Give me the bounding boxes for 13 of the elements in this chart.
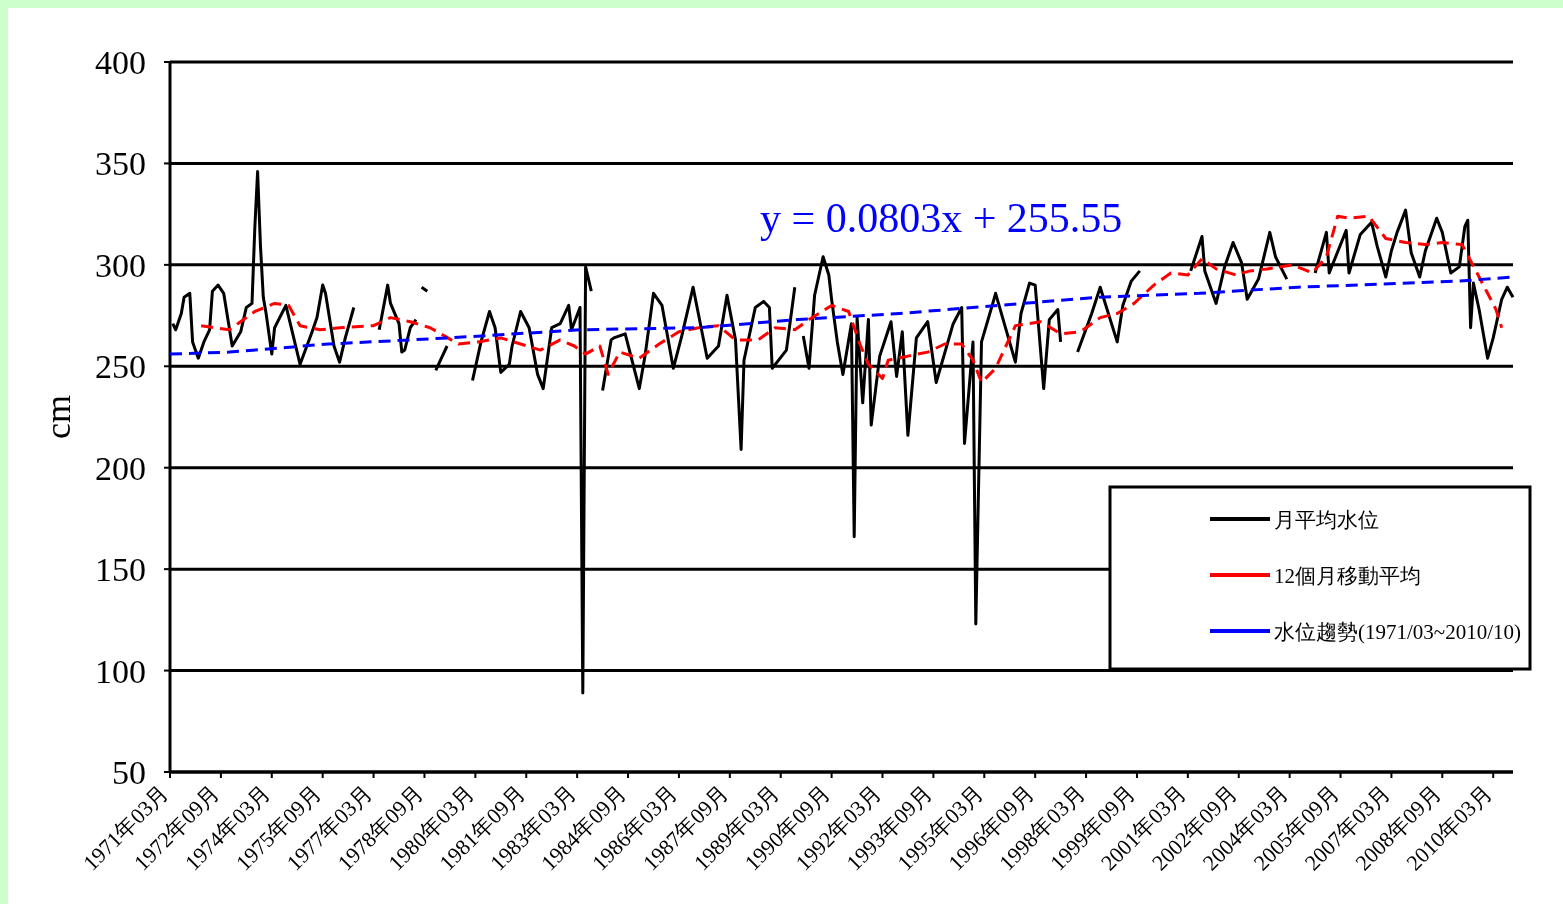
y-tick-label: 100 xyxy=(95,652,146,690)
annotation: y = 0.0803x + 255.55 xyxy=(760,195,1123,241)
y-tick-label: 150 xyxy=(95,551,146,589)
y-tick-label: 250 xyxy=(95,348,146,386)
legend-label: 12個月移動平均 xyxy=(1274,564,1421,588)
legend-label: 水位趨勢(1971/03~2010/10) xyxy=(1274,620,1522,644)
legend-label: 月平均水位 xyxy=(1274,508,1379,532)
y-tick-label: 350 xyxy=(95,145,146,183)
y-tick-label: 50 xyxy=(112,754,146,791)
y-axis-title: cm xyxy=(38,395,78,439)
y-tick-label: 200 xyxy=(95,449,146,487)
y-tick-label: 300 xyxy=(95,246,146,284)
y-tick-label: 400 xyxy=(95,44,146,81)
